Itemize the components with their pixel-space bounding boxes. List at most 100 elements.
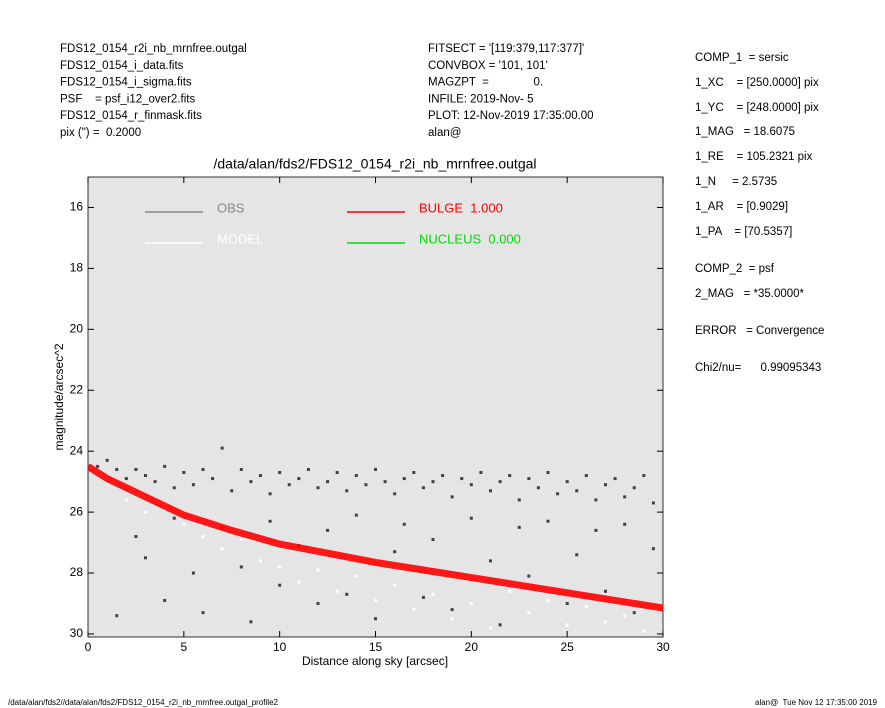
data-point — [393, 583, 397, 587]
data-point — [469, 516, 473, 520]
data-point — [460, 477, 464, 481]
y-tick-label: 22 — [70, 382, 84, 396]
y-tick-label: 24 — [70, 443, 84, 457]
data-point — [96, 464, 100, 468]
data-point — [335, 470, 339, 474]
data-point — [326, 480, 330, 484]
data-point — [297, 477, 301, 481]
parameter-line: 1_AR = [0.9029] — [695, 201, 788, 213]
data-point — [527, 611, 531, 615]
y-tick-label: 30 — [70, 626, 84, 640]
data-point — [412, 470, 416, 474]
data-point — [316, 568, 320, 572]
data-point — [565, 601, 569, 605]
header-left-line: FDS12_0154_r_finmask.fits — [60, 110, 202, 122]
x-tick-label: 20 — [465, 640, 479, 654]
data-point — [268, 519, 272, 523]
data-point — [517, 525, 521, 529]
legend-label: MODEL — [217, 231, 263, 246]
data-point — [249, 620, 253, 624]
data-point — [584, 474, 588, 478]
x-axis-label: Distance along sky [arcsec] — [302, 654, 448, 668]
data-point — [182, 522, 186, 526]
data-point — [239, 538, 243, 542]
data-point — [623, 614, 627, 618]
header-left-line: FDS12_0154_i_data.fits — [60, 60, 184, 72]
data-point — [565, 480, 569, 484]
chart-title: /data/alan/fds2/FDS12_0154_r2i_nb_mrnfre… — [214, 156, 537, 172]
data-point — [144, 510, 147, 514]
data-point — [144, 556, 147, 560]
data-point — [584, 605, 588, 609]
y-tick-label: 18 — [70, 261, 84, 275]
data-point — [441, 474, 445, 478]
data-point — [431, 538, 435, 542]
data-point — [374, 617, 377, 621]
data-point — [345, 489, 349, 493]
data-point — [527, 574, 531, 578]
header-left-line: pix (") = 0.2000 — [60, 127, 141, 139]
profile-band — [88, 463, 663, 612]
header-left-line: PSF = psf_i12_over2.fits — [60, 93, 195, 105]
data-point — [642, 629, 646, 633]
data-point — [556, 492, 560, 496]
data-point — [604, 589, 607, 593]
data-point — [326, 528, 330, 532]
data-point — [354, 474, 358, 478]
data-point — [604, 620, 607, 624]
data-point — [278, 470, 282, 474]
data-point — [489, 559, 492, 563]
data-point — [163, 464, 167, 468]
data-point — [527, 477, 531, 481]
data-point — [642, 474, 646, 478]
data-point — [268, 492, 272, 496]
data-point — [632, 486, 636, 490]
y-tick-label: 16 — [70, 200, 84, 214]
data-point — [220, 547, 224, 551]
data-point — [383, 480, 387, 484]
data-point — [431, 480, 435, 484]
data-point — [623, 495, 627, 499]
data-point — [651, 547, 655, 551]
data-point — [182, 470, 186, 474]
data-point — [144, 474, 147, 478]
data-point — [450, 608, 454, 612]
data-point — [402, 477, 406, 481]
data-point — [172, 486, 176, 490]
header-left-line: FDS12_0154_r2i_nb_mrnfree.outgal — [60, 43, 247, 55]
data-point — [421, 595, 425, 599]
data-point — [201, 467, 205, 471]
data-point — [508, 474, 512, 478]
footer-left: /data/alan/fds2//data/alan/fds2/FDS12_01… — [8, 698, 279, 707]
x-tick-label: 5 — [180, 640, 187, 654]
data-point — [153, 480, 157, 484]
data-point — [613, 477, 617, 481]
parameter-line: 1_YC = [248.0000] pix — [695, 102, 819, 114]
data-point — [623, 522, 627, 526]
header-middle-line: MAGZPT = 0. — [428, 77, 543, 89]
y-tick-label: 20 — [70, 321, 84, 335]
data-point — [402, 522, 406, 526]
parameter-line: 1_PA = [70.5357] — [695, 226, 792, 238]
data-point — [163, 598, 167, 602]
data-point — [230, 489, 234, 493]
data-point — [306, 467, 310, 471]
data-point — [594, 528, 598, 532]
plot-area — [88, 446, 663, 633]
data-point — [354, 513, 358, 517]
parameter-line: 1_MAG = 18.6075 — [695, 126, 795, 138]
data-point — [201, 611, 205, 615]
data-point — [124, 477, 128, 481]
data-point — [546, 598, 550, 602]
data-point — [105, 458, 109, 462]
data-point — [431, 592, 435, 596]
x-tick-label: 0 — [85, 640, 92, 654]
header-left-line: FDS12_0154_i_sigma.fits — [60, 77, 192, 89]
y-axis-label: magnitude/arcsec^2 — [52, 343, 66, 450]
data-point — [239, 565, 243, 569]
data-point — [421, 486, 425, 490]
data-point — [134, 467, 138, 471]
data-point — [316, 601, 320, 605]
data-point — [604, 483, 607, 487]
